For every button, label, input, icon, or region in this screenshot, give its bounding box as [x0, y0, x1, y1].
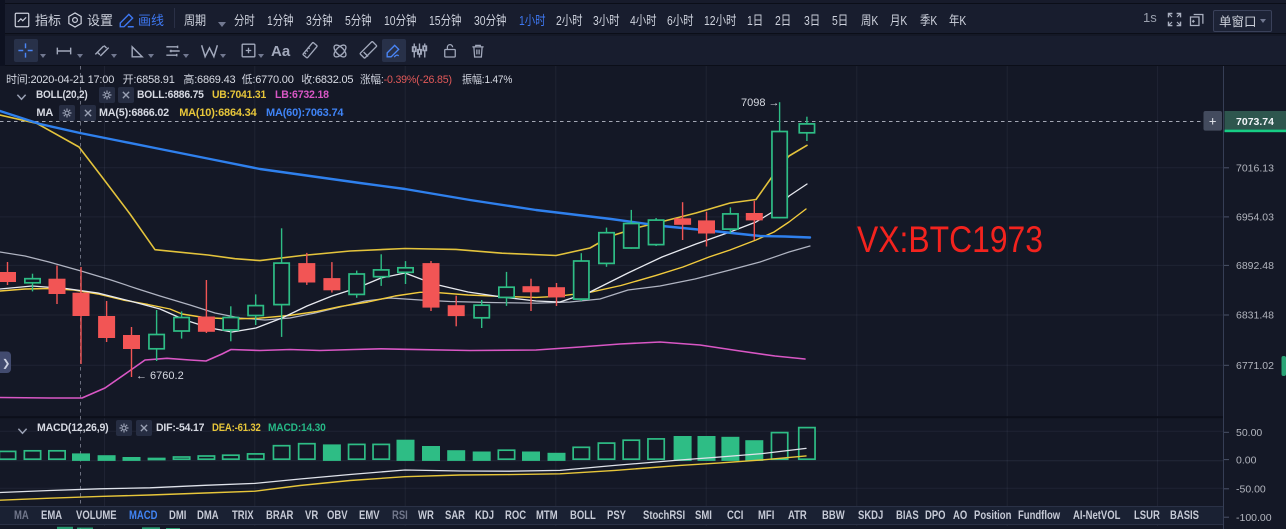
svg-text:❯: ❯: [2, 359, 10, 370]
svg-text:+: +: [1209, 114, 1217, 129]
svg-text:VX:BTC1973: VX:BTC1973: [857, 219, 1043, 260]
svg-text:6831.48: 6831.48: [1236, 310, 1274, 322]
svg-text:← 6760.2: ← 6760.2: [136, 370, 184, 382]
svg-text:-50.00: -50.00: [1236, 484, 1266, 496]
svg-text:7073.74: 7073.74: [1236, 116, 1274, 128]
svg-text:6771.02: 6771.02: [1236, 360, 1274, 372]
svg-text:0.00: 0.00: [1236, 454, 1257, 466]
svg-text:-100.00: -100.00: [1236, 512, 1272, 524]
svg-text:50.00: 50.00: [1236, 427, 1262, 439]
svg-text:7098 →: 7098 →: [741, 97, 780, 109]
svg-text:6892.48: 6892.48: [1236, 260, 1274, 272]
svg-text:6954.03: 6954.03: [1236, 212, 1274, 224]
svg-text:7016.13: 7016.13: [1236, 163, 1274, 175]
